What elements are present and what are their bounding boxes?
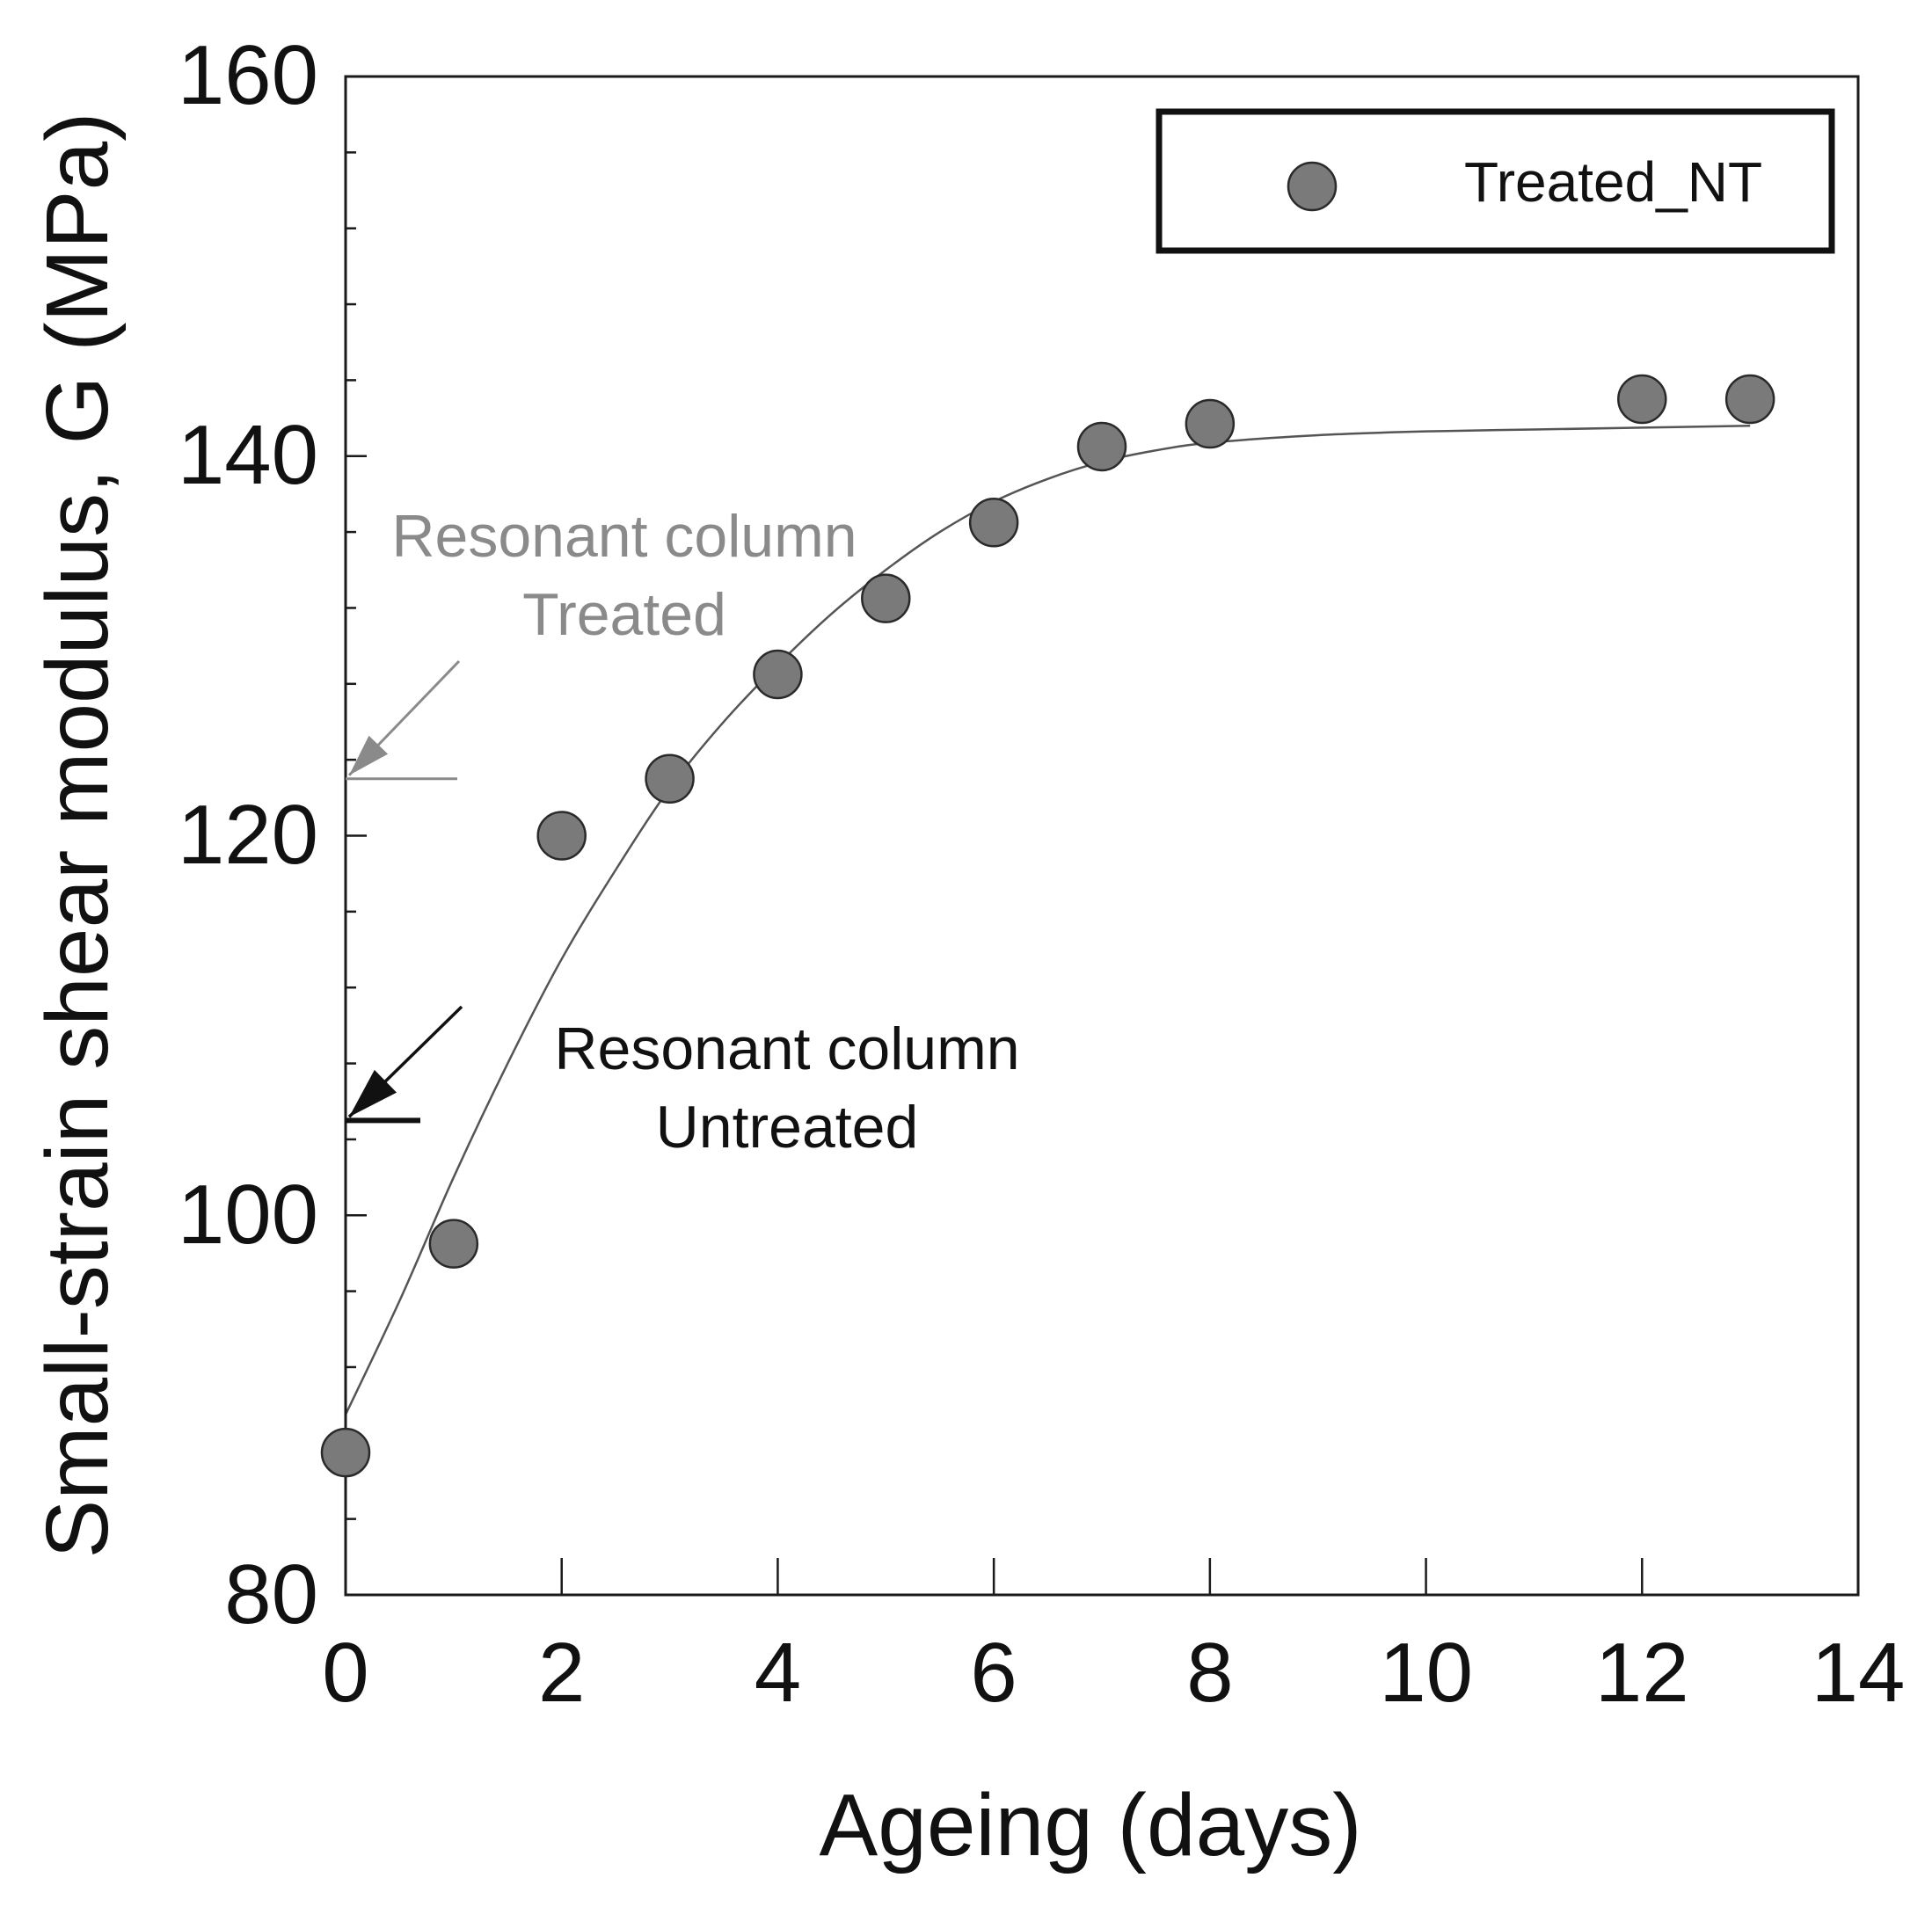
y-axis-ticks [346,75,367,1597]
x-tick-labels: 0 2 4 6 8 10 12 14 [322,1626,1905,1720]
fit-curve-layer [344,424,1751,1416]
y-tick-label: 100 [178,1168,318,1262]
y-tick-label: 120 [178,788,318,882]
annotation-treated-line-1: Resonant column [391,503,857,570]
data-point [1617,374,1667,425]
x-tick-label: 10 [1379,1626,1473,1720]
x-axis-title: Ageing (days) [820,1776,1362,1874]
data-point [536,811,587,861]
legend-label: Treated_NT [1464,150,1762,214]
y-tick-label: 80 [224,1547,318,1641]
legend-marker [1287,161,1338,212]
x-axis-ticks [344,1558,1860,1595]
annotation-untreated-line-2: Untreated [656,1094,919,1161]
data-points [320,374,1775,1478]
annotation-untreated-arrowhead [349,1069,397,1117]
data-point [1724,374,1775,425]
x-tick-label: 0 [322,1626,368,1720]
x-tick-label: 6 [970,1626,1017,1720]
legend-box [1156,108,1835,254]
fit-curve [344,424,1751,1416]
x-tick-label: 2 [538,1626,585,1720]
data-point [428,1219,479,1269]
data-point [320,1427,371,1478]
y-tick-label: 140 [178,408,318,502]
data-point [861,573,911,623]
data-point [1185,398,1236,449]
annotation-treated-arrowhead [349,735,389,775]
x-tick-label: 4 [755,1626,801,1720]
x-tick-label: 12 [1595,1626,1689,1720]
y-tick-labels: 80 100 120 140 160 [178,28,318,1641]
data-point [1076,421,1127,472]
data-point [968,498,1019,548]
data-point [645,753,695,804]
annotation-untreated: Resonant column Untreated [346,1005,1020,1161]
y-axis-title: Small-strain shear modulus, G (MPa) [28,113,127,1559]
x-tick-label: 8 [1186,1626,1233,1720]
annotation-treated-line-2: Treated [522,581,726,648]
annotation-untreated-line-1: Resonant column [554,1015,1019,1082]
y-tick-label: 160 [178,28,318,122]
annotation-treated: Resonant column Treated [346,503,857,781]
data-point [753,649,803,700]
x-tick-label: 14 [1812,1626,1906,1720]
legend: Treated_NT [1156,108,1835,254]
